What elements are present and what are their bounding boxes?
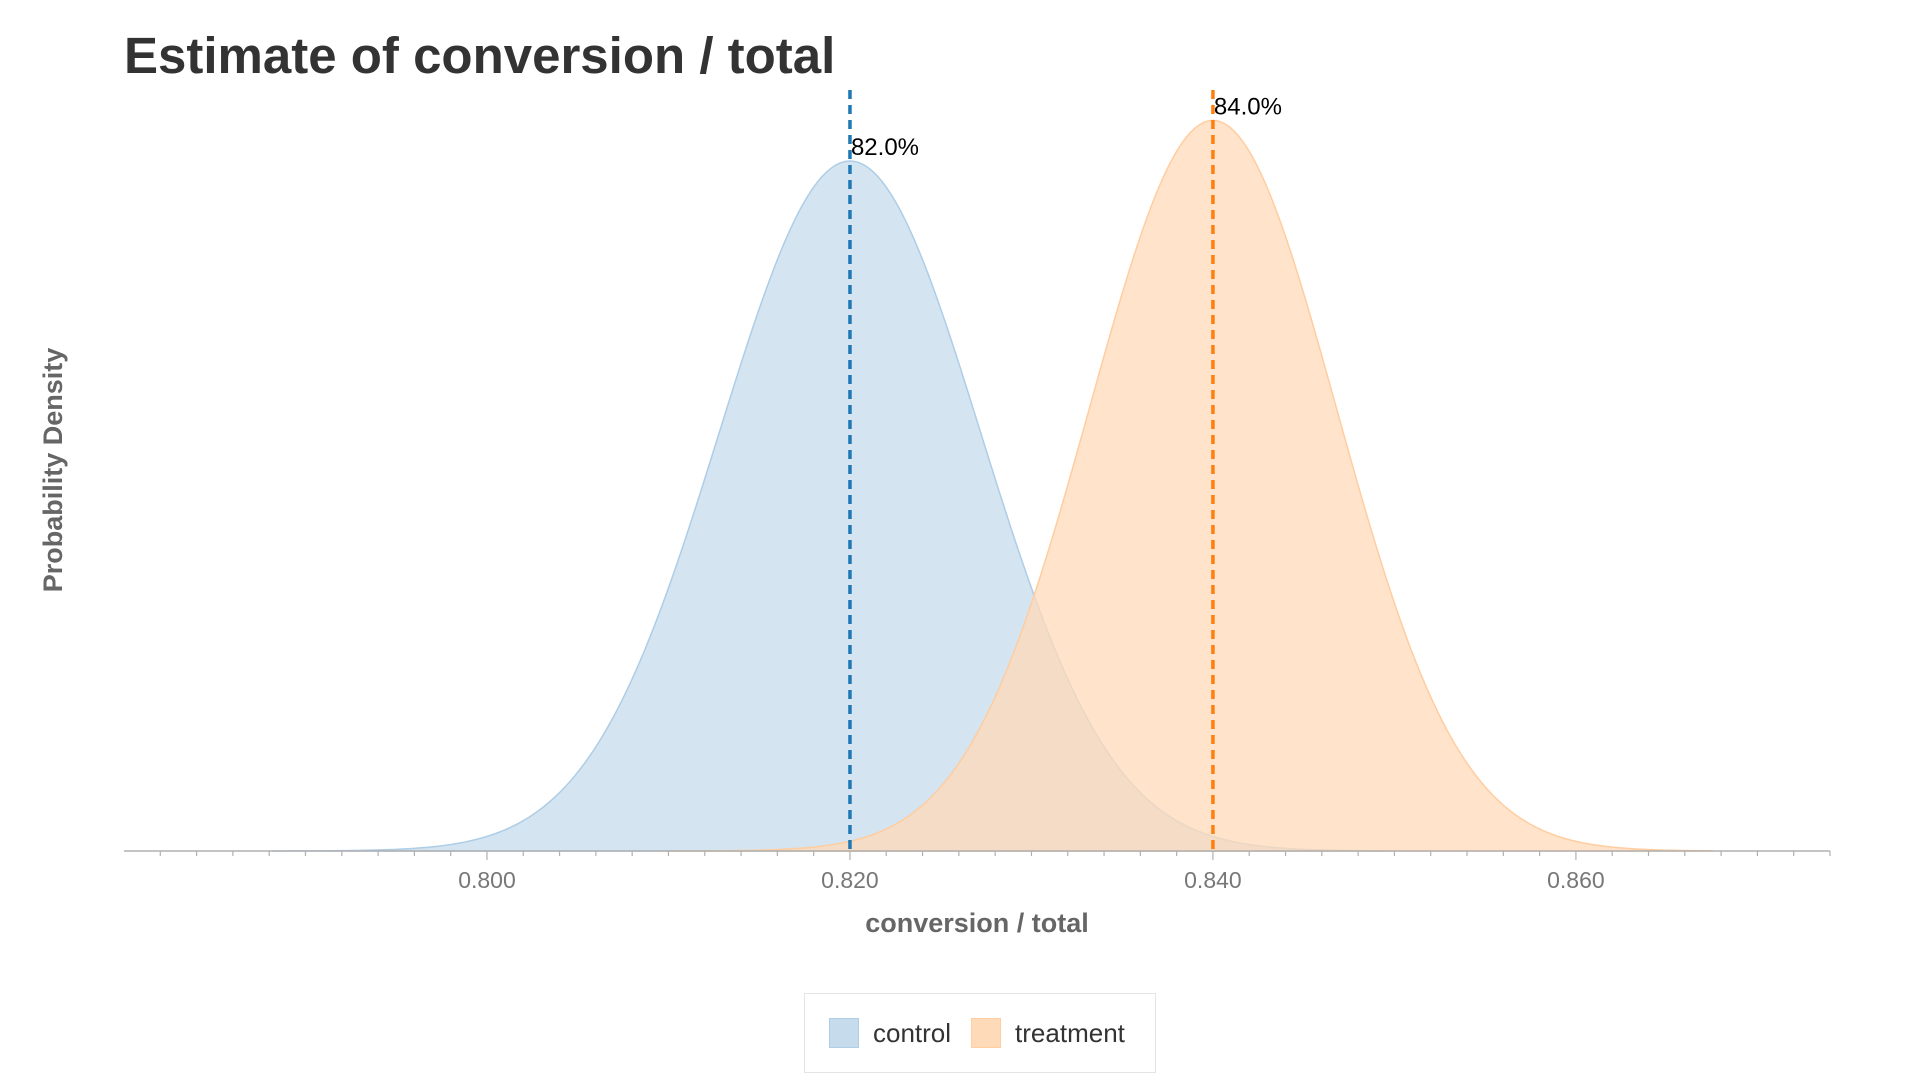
x-tick-label: 0.820 [821,867,879,893]
x-tick-label: 0.800 [458,867,516,893]
legend-item-control[interactable]: control [829,1018,951,1049]
legend-swatch-control [829,1018,859,1048]
y-axis-label: Probability Density [38,348,68,593]
mean-lines: 82.0% 84.0% [848,90,1282,851]
x-tick-label: 0.860 [1547,867,1605,893]
legend-swatch-treatment [971,1018,1002,1048]
chart-title: Estimate of conversion / total [124,27,835,84]
legend-item-treatment[interactable]: treatment [971,1018,1125,1049]
x-tick-label: 0.840 [1184,867,1242,893]
legend-label-treatment: treatment [1015,1017,1125,1048]
x-axis: 0.800 0.820 0.840 0.860 [124,850,1831,893]
density-areas [272,119,1713,852]
legend-label-control: control [873,1017,952,1048]
density-area-treatment [667,119,1713,852]
mean-label-control: 82.0% [851,134,919,161]
legend: control treatment [804,993,1156,1073]
x-axis-label: conversion / total [865,908,1089,938]
mean-label-treatment: 84.0% [1214,93,1282,120]
